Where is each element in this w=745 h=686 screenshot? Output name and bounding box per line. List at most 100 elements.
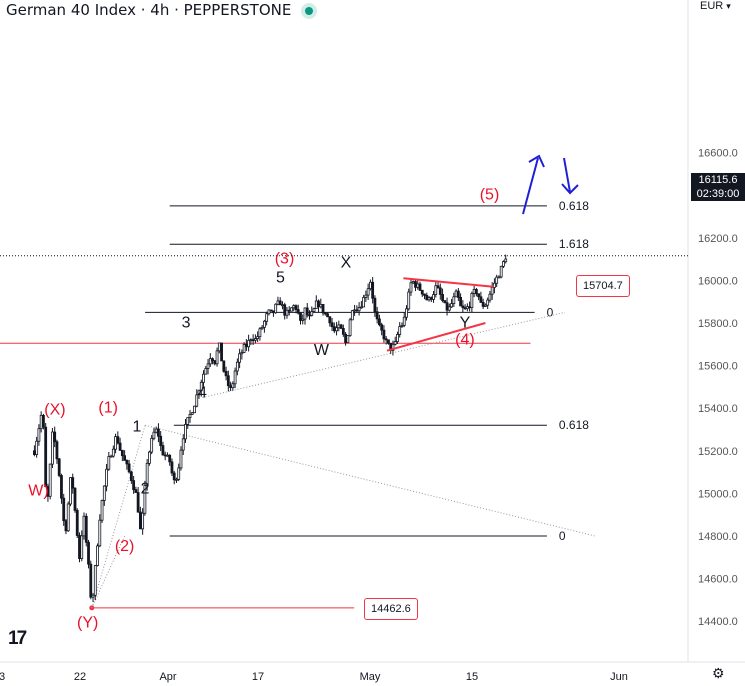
- candle-body: [199, 381, 203, 392]
- candles: [33, 254, 508, 602]
- candle-body: [242, 343, 246, 353]
- candle-body: [51, 431, 54, 465]
- candle-body: [195, 394, 199, 407]
- candle-body: [211, 358, 214, 362]
- triangle-line: [403, 277, 494, 288]
- candle-body: [172, 472, 176, 481]
- x-tick-label: 3: [0, 671, 5, 683]
- candle-body: [366, 288, 370, 296]
- candle-body: [317, 300, 320, 308]
- candle-body: [294, 305, 298, 310]
- candle-body: [420, 289, 424, 295]
- candle-body: [62, 497, 66, 522]
- candle-body: [357, 307, 361, 312]
- candle-body: [91, 594, 95, 598]
- candle-body: [263, 320, 266, 328]
- candle-body: [66, 503, 70, 532]
- fib-level-label: 0: [559, 529, 566, 543]
- candle-body: [287, 309, 291, 312]
- guide-line: [91, 535, 126, 609]
- candle-body: [235, 361, 239, 372]
- candle-body: [272, 310, 275, 314]
- wave-labels: (X) W) (1) (2) (Y) 1 2 3 4 (3) 5 X W Y(4) (5): [28, 186, 499, 631]
- candle-body: [224, 370, 228, 377]
- chevron-down-icon: ▾: [726, 1, 731, 11]
- x-tick-label: 22: [74, 671, 86, 683]
- candle-body: [465, 306, 469, 310]
- candle-body: [414, 281, 417, 288]
- wave-label: X: [341, 255, 352, 272]
- candle-body: [328, 316, 332, 324]
- tradingview-logo[interactable]: 17: [8, 628, 27, 649]
- candle-body: [98, 519, 102, 547]
- y-tick-label: 16000.0: [698, 275, 738, 287]
- candle-body: [229, 385, 232, 389]
- candle-body: [373, 297, 377, 313]
- candle-body: [109, 455, 113, 458]
- current-price-tag: 16115.6 02:39:00: [691, 173, 745, 201]
- currency-selector[interactable]: EUR ▾: [700, 0, 731, 12]
- candle-body: [114, 436, 117, 450]
- fib-level-label: 0.618: [559, 199, 589, 213]
- candle-body: [278, 300, 282, 306]
- y-tick-label: 15800.0: [698, 318, 738, 330]
- candle-body: [477, 293, 481, 298]
- wave-label: (3): [275, 250, 295, 267]
- candle-body: [495, 276, 499, 284]
- candle-body: [368, 281, 372, 290]
- chart-header: German 40 Index · 4h · PEPPERSTONE: [6, 1, 314, 19]
- market-status-dot: [305, 6, 314, 15]
- candle-body: [378, 318, 381, 326]
- candle-body: [80, 535, 84, 559]
- y-tick-label: 14400.0: [698, 616, 738, 628]
- candle-body: [330, 322, 334, 328]
- candle-body: [265, 313, 269, 322]
- candle-body: [96, 545, 99, 566]
- candle-body: [82, 515, 86, 537]
- symbol-title[interactable]: German 40 Index · 4h · PEPPERSTONE: [6, 1, 292, 19]
- candle-body: [481, 301, 485, 307]
- time-axis[interactable]: 3 22 Apr 17 May 15 Jun: [0, 671, 628, 683]
- candle-body: [163, 454, 167, 457]
- candle-body: [84, 515, 88, 543]
- candle-body: [411, 281, 415, 284]
- candle-body: [222, 360, 226, 372]
- candle-body: [450, 303, 453, 308]
- candle-body: [409, 282, 413, 293]
- candle-body: [251, 339, 255, 342]
- candle-body: [73, 487, 77, 511]
- candle-body: [452, 296, 456, 304]
- candle-body: [127, 463, 131, 473]
- candle-body: [181, 438, 185, 451]
- candle-body: [129, 471, 133, 481]
- candle-body: [217, 342, 221, 352]
- candle-body: [33, 450, 36, 455]
- candle-body: [303, 307, 307, 320]
- guide-line: [202, 311, 566, 399]
- candle-body: [143, 485, 147, 514]
- y-tick-label: 15000.0: [698, 488, 738, 500]
- candle-body: [231, 383, 235, 389]
- candle-body: [64, 520, 68, 532]
- price-axis[interactable]: 14400.014600.014800.015000.015200.015400…: [0, 0, 745, 663]
- candle-body: [319, 303, 323, 308]
- x-tick-label: Apr: [159, 671, 176, 683]
- candle-body: [490, 287, 494, 295]
- candle-body: [226, 375, 230, 387]
- wave-label: (4): [455, 331, 475, 348]
- candle-body: [267, 309, 271, 315]
- trend-guides: [91, 311, 596, 609]
- candle-body: [348, 319, 352, 337]
- fib-level-label: 1.618: [559, 237, 589, 251]
- candle-body: [472, 288, 476, 294]
- candle-body: [166, 454, 169, 457]
- candle-body: [170, 461, 174, 474]
- candle-body: [193, 405, 196, 414]
- fib-level-label: 0: [547, 305, 554, 319]
- candle-body: [283, 304, 287, 316]
- gear-icon[interactable]: ⚙: [712, 665, 725, 681]
- candle-body: [499, 265, 503, 278]
- candle-body: [362, 297, 366, 308]
- candle-body: [120, 449, 124, 457]
